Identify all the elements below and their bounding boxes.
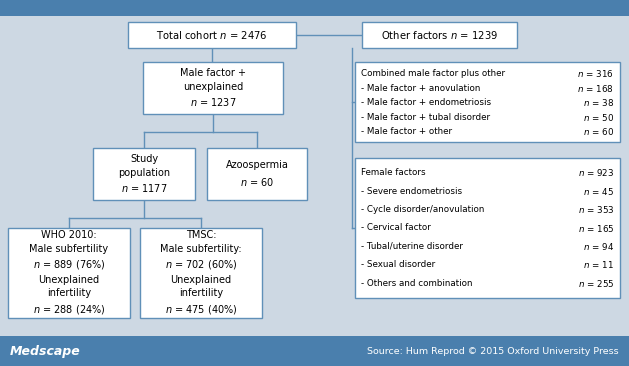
- Text: - Male factor + tubal disorder: - Male factor + tubal disorder: [361, 113, 490, 122]
- Text: - Male factor + endometriosis: - Male factor + endometriosis: [361, 98, 491, 107]
- Text: $n$ = 168: $n$ = 168: [577, 83, 614, 94]
- Text: - Cervical factor: - Cervical factor: [361, 224, 431, 232]
- Text: - Tubal/uterine disorder: - Tubal/uterine disorder: [361, 242, 463, 251]
- Bar: [0, 336, 629, 366]
- FancyBboxPatch shape: [8, 228, 130, 318]
- Text: $n$ = 45: $n$ = 45: [583, 186, 614, 197]
- Text: Medscape: Medscape: [10, 344, 81, 358]
- Text: - Others and combination: - Others and combination: [361, 279, 472, 288]
- FancyBboxPatch shape: [355, 158, 620, 298]
- Text: $n$ = 165: $n$ = 165: [577, 223, 614, 234]
- Text: $n$ = 50: $n$ = 50: [583, 112, 614, 123]
- Text: $n$ = 60: $n$ = 60: [583, 126, 614, 137]
- Text: $n$ = 94: $n$ = 94: [583, 241, 614, 252]
- FancyBboxPatch shape: [362, 22, 517, 48]
- Text: - Cycle disorder/anovulation: - Cycle disorder/anovulation: [361, 205, 484, 214]
- Text: - Male factor + other: - Male factor + other: [361, 127, 452, 136]
- Text: $n$ = 255: $n$ = 255: [577, 278, 614, 289]
- Text: - Sexual disorder: - Sexual disorder: [361, 260, 435, 269]
- Text: Male factor +
unexplained
$n$ = 1237: Male factor + unexplained $n$ = 1237: [180, 67, 246, 108]
- Bar: [0, 0, 629, 16]
- FancyBboxPatch shape: [143, 62, 283, 114]
- FancyBboxPatch shape: [140, 228, 262, 318]
- Text: - Severe endometriosis: - Severe endometriosis: [361, 187, 462, 196]
- Text: - Male factor + anovulation: - Male factor + anovulation: [361, 84, 481, 93]
- FancyBboxPatch shape: [355, 62, 620, 142]
- FancyBboxPatch shape: [207, 148, 307, 200]
- Text: TMSC:
Male subfertility:
$n$ = 702 (60%)
Unexplained
infertility
$n$ = 475 (40%): TMSC: Male subfertility: $n$ = 702 (60%)…: [160, 230, 242, 315]
- Text: Azoospermia
$n$ = 60: Azoospermia $n$ = 60: [226, 161, 289, 187]
- Text: Female factors: Female factors: [361, 168, 426, 177]
- Text: Source: Hum Reprod © 2015 Oxford University Press: Source: Hum Reprod © 2015 Oxford Univers…: [367, 347, 619, 355]
- Text: Total cohort $n$ = 2476: Total cohort $n$ = 2476: [156, 29, 268, 41]
- Text: $n$ = 11: $n$ = 11: [583, 259, 614, 270]
- Text: Combined male factor plus other: Combined male factor plus other: [361, 69, 505, 78]
- Text: Study
population
$n$ = 1177: Study population $n$ = 1177: [118, 153, 170, 194]
- FancyBboxPatch shape: [93, 148, 195, 200]
- Text: $n$ = 38: $n$ = 38: [583, 97, 614, 108]
- Text: WHO 2010:
Male subfertility
$n$ = 889 (76%)
Unexplained
infertility
$n$ = 288 (2: WHO 2010: Male subfertility $n$ = 889 (7…: [30, 230, 109, 315]
- Text: $n$ = 316: $n$ = 316: [577, 68, 614, 79]
- Text: $n$ = 923: $n$ = 923: [577, 167, 614, 178]
- Text: Other factors $n$ = 1239: Other factors $n$ = 1239: [381, 29, 498, 41]
- Text: $n$ = 353: $n$ = 353: [577, 204, 614, 215]
- FancyBboxPatch shape: [128, 22, 296, 48]
